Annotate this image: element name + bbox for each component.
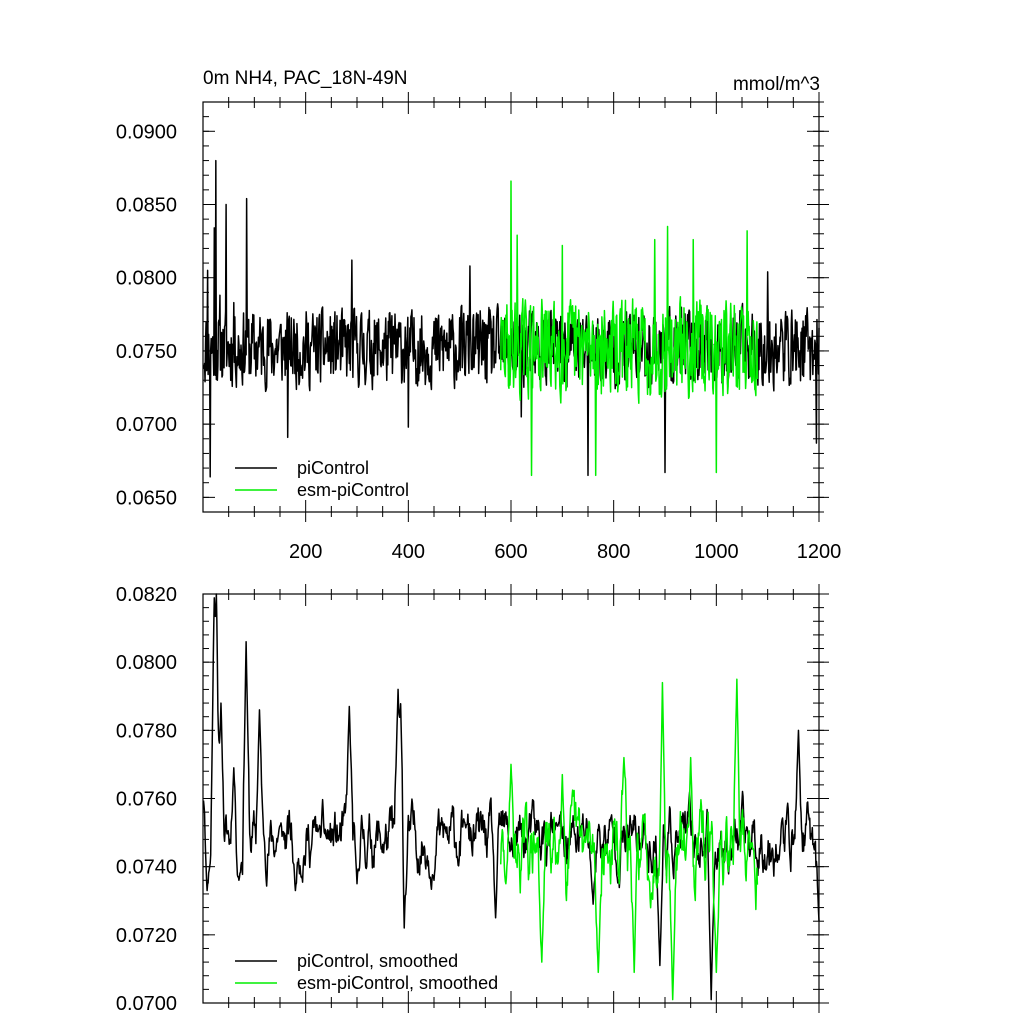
x-tick-label: 1000 (694, 541, 739, 563)
top-panel-units: mmol/m^3 (733, 74, 820, 95)
top-plot-frame (202, 101, 820, 513)
legend-label-0: piControl (297, 458, 369, 478)
x-tick-label: 1200 (797, 541, 842, 563)
y-tick-label: 0.0750 (116, 341, 177, 363)
y-tick-label: 0.0900 (116, 121, 177, 143)
top-series-lines (202, 159, 820, 478)
y-tick-label: 0.0800 (116, 268, 177, 290)
y-tick-label: 0.0850 (116, 195, 177, 217)
legend-label-0: piControl, smoothed (297, 951, 458, 971)
y-tick-label: 0.0740 (116, 857, 177, 879)
y-tick-label: 0.0650 (116, 487, 177, 509)
y-tick-label: 0.0700 (116, 993, 177, 1015)
y-tick-label: 0.0780 (116, 720, 177, 742)
x-tick-label: 200 (289, 541, 322, 563)
y-tick-label: 0.0720 (116, 925, 177, 947)
bottom-plot-frame (202, 593, 820, 1004)
top-panel-title: 0m NH4, PAC_18N-49N (203, 68, 408, 89)
x-tick-label: 800 (597, 541, 630, 563)
y-tick-label: 0.0800 (116, 652, 177, 674)
series-line-esm-picontrol (499, 678, 759, 1001)
y-tick-label: 0.0700 (116, 414, 177, 436)
bottom-axis-ticks: 0.0700 0.0720 0.0740 0.0760 0.0780 0.0800 0.08… (116, 584, 829, 1015)
series-line-esm-picontrol (499, 180, 759, 477)
series-line-picontrol (202, 593, 820, 1001)
y-tick-label: 0.0760 (116, 789, 177, 811)
x-tick-label: 600 (494, 541, 527, 563)
bottom-panel: 0.0700 0.0720 0.0740 0.0760 0.0780 0.0800 0.08… (116, 584, 829, 1015)
top-axis-ticks: 200 400 600 800 1000 1200 0.0650 0.0700 0.0750 0.… (116, 92, 841, 563)
bottom-series-lines (202, 593, 820, 1001)
x-tick-label: 400 (392, 541, 425, 563)
legend-label-1: esm-piControl (297, 480, 409, 500)
top-panel: 0m NH4, PAC_18N-49N mmol/m^3 200 400 600 80… (116, 68, 841, 563)
legend-label-1: esm-piControl, smoothed (297, 973, 498, 993)
y-tick-label: 0.0820 (116, 584, 177, 606)
